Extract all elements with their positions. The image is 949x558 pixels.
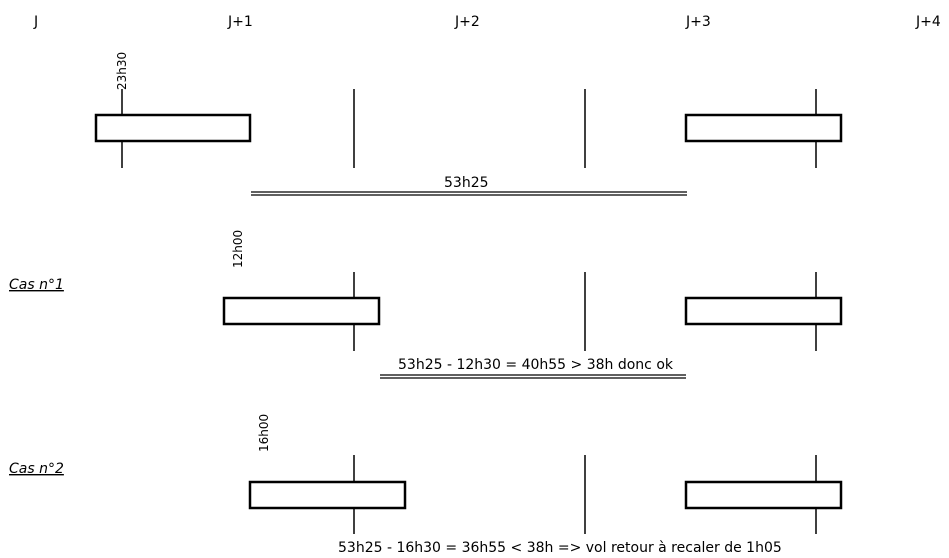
day-header: J J+1 J+2 J+3 J+4 (33, 14, 941, 30)
duration-calculation: 53h25 - 16h30 = 36h55 < 38h => vol retou… (338, 540, 782, 556)
outbound-flight-bar (222, 296, 381, 326)
return-flight-bar (684, 480, 843, 510)
departure-time-label: 23h30 (115, 52, 129, 90)
outbound-flight-bar (248, 480, 407, 510)
duration-calculation: 53h25 - 12h30 = 40h55 > 38h donc ok (398, 357, 674, 373)
day-label-j4: J+4 (915, 14, 941, 30)
row-case-1: Cas n°1 12h00 53h25 - 12h30 = 40h55 > 38… (9, 230, 843, 379)
duration-label: 53h25 (444, 175, 489, 191)
case-label: Cas n°1 (9, 277, 64, 293)
outbound-flight-bar (94, 113, 252, 143)
day-label-j: J (33, 14, 38, 30)
row-reference: 23h30 53h25 (94, 52, 843, 196)
departure-time-label: 12h00 (231, 230, 245, 268)
return-flight-bar (684, 296, 843, 326)
return-flight-bar (684, 113, 843, 143)
row-case-2: Cas n°2 16h00 53h25 - 16h30 = 36h55 < 38… (9, 414, 843, 556)
day-label-j1: J+1 (227, 14, 253, 30)
day-label-j3: J+3 (685, 14, 711, 30)
departure-time-label: 16h00 (257, 414, 271, 452)
case-label: Cas n°2 (9, 461, 64, 477)
day-label-j2: J+2 (454, 14, 480, 30)
